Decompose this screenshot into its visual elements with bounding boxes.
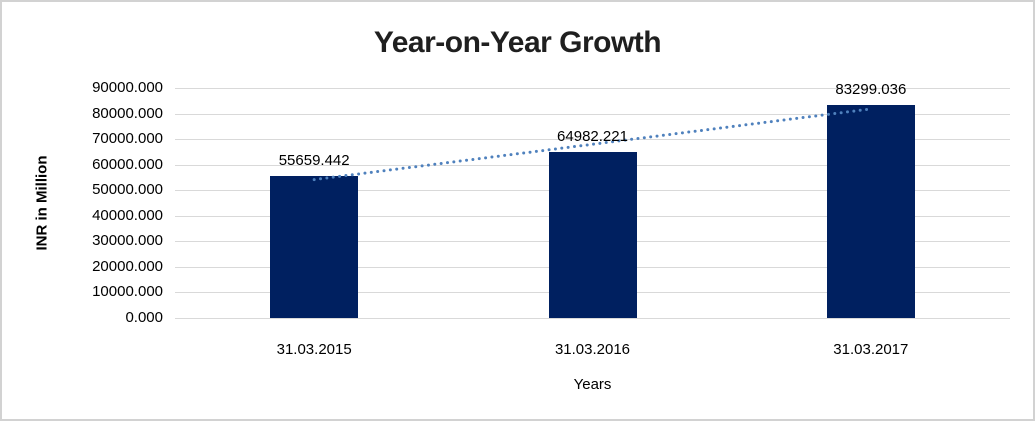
bar-value-label: 55659.442	[278, 151, 350, 169]
gridline	[175, 318, 1010, 319]
plot-area	[175, 88, 1010, 319]
x-category-label: 31.03.2017	[833, 341, 909, 358]
bar	[548, 151, 637, 318]
y-tick-label: 40000.000	[92, 206, 163, 224]
gridline	[175, 139, 1010, 141]
bar-value-label: 64982.221	[557, 127, 628, 145]
x-category-label: 31.03.2015	[276, 341, 352, 358]
bar	[826, 105, 915, 318]
x-category-label: 31.03.2016	[554, 341, 631, 358]
y-tick-label: 70000.000	[92, 130, 163, 148]
y-tick-label: 50000.000	[92, 181, 163, 199]
bar	[270, 175, 359, 318]
y-tick-label: 30000.000	[92, 232, 163, 250]
x-axis-title: Years	[573, 376, 612, 393]
bar-value-label: 83299.036	[835, 81, 907, 99]
trendline	[312, 107, 873, 182]
y-tick-label: 0.000	[125, 309, 163, 326]
gridline	[175, 113, 1010, 115]
y-tick-label: 80000.000	[92, 104, 163, 122]
y-tick-label: 60000.000	[92, 155, 163, 173]
y-tick-label: 90000.000	[92, 79, 163, 96]
y-tick-label: 20000.000	[92, 257, 163, 275]
y-tick-label: 10000.000	[92, 283, 163, 301]
chart-title: Year-on-Year Growth	[373, 26, 662, 59]
gridline	[175, 88, 1010, 89]
